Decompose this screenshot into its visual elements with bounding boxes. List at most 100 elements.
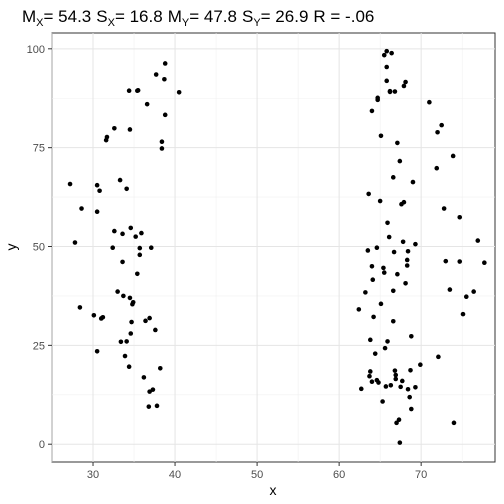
data-point (143, 318, 148, 324)
data-point (378, 133, 384, 139)
data-point (383, 384, 389, 389)
data-point (146, 404, 152, 409)
x-tick-label: 50 (251, 469, 263, 481)
data-point (162, 76, 167, 82)
data-point (413, 241, 418, 247)
data-point (387, 88, 393, 94)
data-point (67, 181, 73, 187)
data-point (365, 248, 371, 253)
data-point (133, 234, 138, 239)
data-point (403, 79, 408, 85)
data-point (121, 293, 126, 299)
data-point (401, 199, 407, 205)
data-point (148, 245, 154, 250)
data-point (139, 230, 144, 236)
y-tick-label: 75 (33, 143, 45, 155)
data-point (375, 97, 380, 103)
data-point (94, 182, 100, 188)
title-sy-value: = 26.9 (261, 7, 309, 26)
data-point (471, 289, 476, 294)
data-point (409, 406, 414, 412)
data-point (390, 318, 396, 324)
data-point (120, 231, 125, 237)
data-point (436, 354, 441, 360)
data-point (392, 368, 398, 373)
data-point (398, 384, 403, 390)
data-point (378, 301, 384, 307)
data-point (115, 289, 120, 294)
data-point (127, 295, 133, 301)
data-point (366, 191, 371, 197)
data-point (475, 238, 481, 243)
data-point (77, 305, 83, 310)
data-point (153, 72, 159, 77)
data-point (127, 127, 133, 132)
title-r-value: R = -.06 (313, 7, 374, 26)
data-point (128, 331, 134, 336)
title-sx-sub: X (108, 17, 116, 29)
title-sy-label: S (242, 7, 253, 26)
data-point (369, 379, 375, 385)
data-point (392, 89, 398, 94)
data-point (450, 153, 456, 159)
data-point (150, 387, 156, 392)
data-point (368, 369, 373, 374)
data-point (395, 140, 400, 146)
data-point (91, 313, 97, 318)
data-point (399, 378, 405, 384)
data-point (381, 270, 387, 275)
data-point (153, 327, 158, 333)
data-point (397, 158, 403, 164)
x-tick-label: 70 (415, 469, 427, 481)
data-point (405, 386, 411, 392)
data-point (407, 394, 412, 400)
data-point (400, 239, 406, 245)
x-tick-label: 40 (169, 469, 181, 481)
data-point (94, 209, 100, 215)
data-point (396, 417, 402, 422)
data-point (457, 259, 463, 264)
data-point (385, 220, 390, 226)
y-tick-label: 0 (39, 439, 45, 451)
data-point (435, 129, 440, 135)
data-point (369, 108, 375, 114)
data-point (377, 198, 383, 204)
x-tick-label: 60 (333, 469, 345, 481)
title-sy-sub: Y (253, 17, 261, 29)
data-point (376, 380, 381, 385)
data-point (358, 386, 364, 392)
title-my-label: M (168, 7, 182, 26)
data-point (94, 348, 100, 354)
data-point (386, 234, 392, 240)
data-point (144, 101, 150, 107)
data-point (162, 61, 168, 66)
y-axis-ticks: 0 25 50 75 100 (27, 44, 52, 451)
data-point (112, 228, 117, 234)
data-point (441, 206, 447, 211)
data-point (147, 315, 152, 321)
data-point (110, 245, 116, 250)
data-point (141, 375, 147, 380)
title-my-value: = 47.8 (189, 7, 237, 26)
data-point (451, 420, 457, 426)
data-point (112, 125, 117, 131)
data-point (434, 165, 440, 171)
data-point (367, 373, 372, 379)
data-point (120, 259, 125, 265)
data-points (67, 48, 487, 445)
data-point (104, 134, 110, 140)
data-point (401, 83, 407, 89)
data-point (135, 271, 140, 277)
data-point (72, 240, 78, 245)
data-point (137, 245, 143, 251)
data-point (391, 249, 397, 255)
data-point (395, 271, 400, 277)
data-point (117, 177, 123, 183)
data-point (122, 353, 128, 359)
y-axis-label: y (3, 244, 19, 251)
title-mx-sub: X (36, 17, 44, 29)
y-tick-label: 100 (27, 44, 45, 56)
data-point (137, 252, 143, 258)
data-point (370, 277, 376, 283)
